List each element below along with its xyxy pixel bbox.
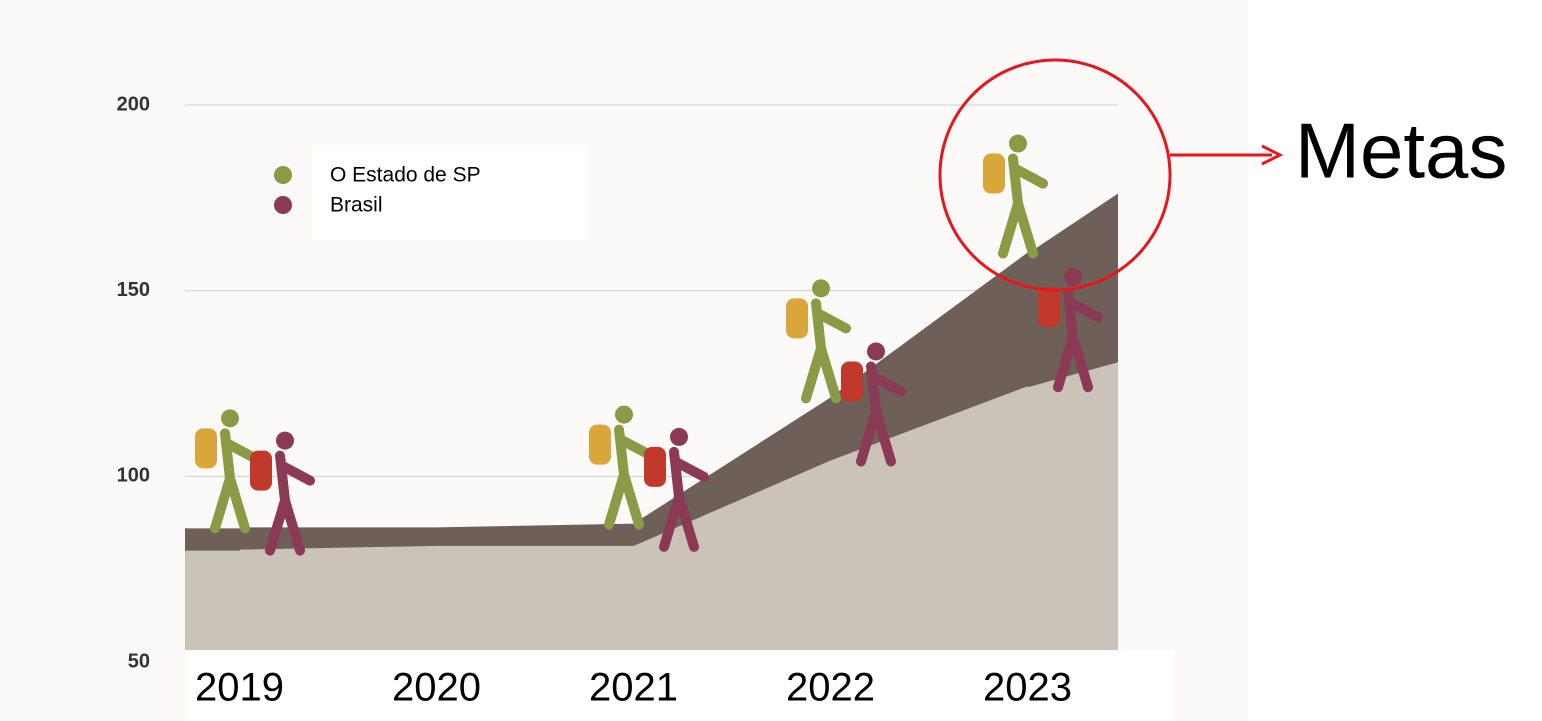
hiker-head — [221, 409, 239, 427]
hiker-head — [1009, 135, 1027, 153]
x-tick-label: 2019 — [195, 666, 284, 710]
legend-marker — [274, 166, 292, 184]
hiker-pack — [786, 298, 808, 338]
hiker-head — [276, 432, 294, 450]
hiker-pack — [1038, 287, 1060, 327]
hiker-pack — [250, 451, 272, 491]
hiker-head — [1064, 268, 1082, 286]
y-tick-label: 150 — [117, 279, 150, 301]
y-tick-label: 100 — [117, 465, 150, 487]
hiker-pack — [841, 361, 863, 401]
legend-label: O Estado de SP — [330, 164, 481, 187]
y-tick-label: 50 — [128, 650, 150, 672]
legend-marker — [274, 196, 292, 214]
hiker-head — [867, 342, 885, 360]
legend-box — [312, 145, 585, 240]
x-tick-label: 2021 — [589, 666, 678, 710]
chart: Metas 50 100 150 200 2019 2020 2021 2022 2023 O E… — [0, 0, 1542, 721]
hiker-head — [615, 406, 633, 424]
hiker-head — [812, 279, 830, 297]
x-tick-label: 2020 — [392, 666, 481, 710]
x-tick-label: 2022 — [786, 666, 875, 710]
hiker-head — [670, 428, 688, 446]
hiker-pack — [589, 425, 611, 465]
hiker-pack — [983, 154, 1005, 194]
x-tick-label: 2023 — [983, 666, 1072, 710]
hiker-pack — [644, 447, 666, 487]
hiker-pack — [195, 428, 217, 468]
y-tick-label: 200 — [117, 93, 150, 115]
annotation: Metas — [1295, 107, 1507, 195]
legend-label: Brasil — [330, 194, 383, 217]
